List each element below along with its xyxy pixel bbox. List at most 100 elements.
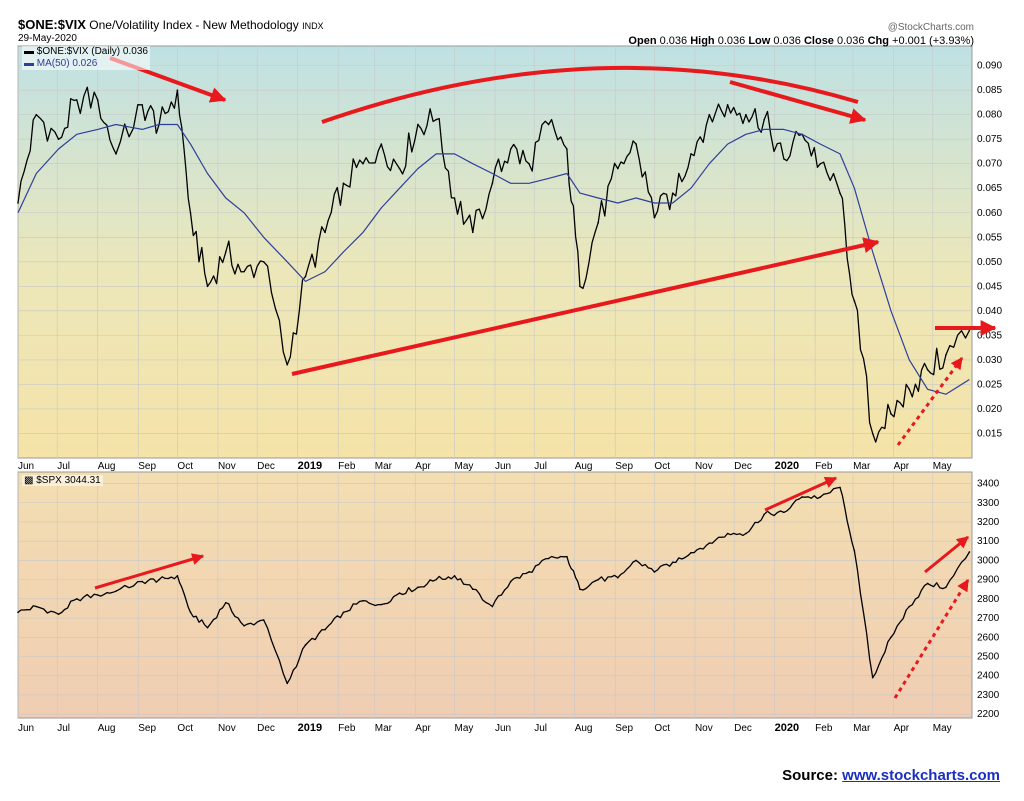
vix-x-tick-label: Apr	[415, 461, 431, 472]
spx-data-point	[262, 619, 265, 621]
spx-y-tick-label: 2500	[977, 652, 1000, 663]
vix-data-point	[745, 113, 747, 116]
vix-y-tick-label: 0.090	[977, 61, 1002, 72]
brand-label: @StockCharts.com	[887, 22, 974, 33]
panel2-legend: ▩ $SPX 3044.31	[22, 475, 103, 486]
spx-x-tick-label: May	[933, 723, 952, 734]
spx-data-point	[243, 624, 245, 627]
spx-data-point	[801, 496, 803, 498]
spx-x-tick-label: Aug	[575, 723, 593, 734]
spx-data-point	[617, 576, 619, 579]
spx-data-point	[417, 586, 419, 589]
spx-data-point	[304, 644, 307, 646]
spx-data-point	[189, 611, 192, 614]
spx-data-point	[324, 628, 326, 631]
spx-x-tick-label: May	[454, 723, 473, 734]
vix-data-point	[362, 162, 364, 165]
spx-y-tick-label: 2300	[977, 690, 1000, 701]
spx-x-tick-label: Dec	[734, 723, 752, 734]
vix-data-point	[763, 118, 766, 121]
source-link[interactable]: www.stockcharts.com	[842, 767, 1000, 784]
spx-data-point	[398, 592, 401, 594]
vix-data-point	[566, 148, 568, 150]
spx-x-tick-label: Jul	[57, 723, 70, 734]
low-label: Low	[748, 35, 771, 47]
vix-x-tick-label: Sep	[138, 461, 156, 472]
panel1-x-tick-labels: Jun Jul Aug Sep Oct Nov Dec 2019 Feb Mar Apr May Jun…	[18, 460, 952, 472]
vix-x-tick-label: Jul	[57, 461, 70, 472]
spx-y-tick-label: 2700	[977, 613, 1000, 624]
spx-x-tick-label: Nov	[218, 723, 236, 734]
panel2-series	[17, 486, 971, 685]
spx-data-point	[839, 486, 841, 489]
vix-data-point	[783, 158, 785, 160]
spx-data-point	[509, 580, 512, 583]
spx-data-point	[76, 598, 78, 600]
spx-x-tick-label: Feb	[338, 723, 356, 734]
spx-x-tick-label: Jun	[495, 723, 511, 734]
vix-data-point	[579, 285, 581, 288]
source-footer: Source: www.stockcharts.com	[782, 767, 1000, 784]
vix-x-tick-label: Dec	[257, 461, 275, 472]
spx-price-line	[17, 486, 970, 685]
vix-data-point	[528, 162, 530, 165]
vix-x-tick-label: May	[454, 461, 473, 472]
spx-data-point	[726, 532, 729, 535]
vix-y-tick-label: 0.080	[977, 110, 1002, 121]
vix-data-point	[398, 167, 401, 170]
spx-data-point	[453, 574, 456, 577]
open-label: Open	[628, 35, 657, 47]
chart-date: 29-May-2020	[18, 33, 77, 44]
spx-data-point	[745, 532, 747, 535]
vix-data-point	[380, 143, 383, 145]
spx-x-tick-label: Sep	[615, 723, 633, 734]
annotation-arrow-spx-2020	[764, 476, 838, 512]
spx-data-point	[671, 561, 674, 564]
spx-y-tick-label: 2900	[977, 575, 1000, 586]
vix-x-tick-label: Oct	[654, 461, 670, 472]
vix-y-tick-label: 0.065	[977, 183, 1002, 194]
spx-data-point	[579, 588, 581, 591]
spx-x-tick-label: 2019	[298, 722, 322, 734]
panel2-grid	[17, 472, 972, 718]
vix-y-tick-label: 0.015	[977, 428, 1002, 439]
vix-data-point	[262, 261, 265, 263]
chg-value: +0.001 (+3.93%)	[892, 35, 974, 47]
vix-data-point	[491, 182, 494, 185]
spx-x-tick-label: 2020	[775, 722, 799, 734]
source-label: Source:	[782, 767, 838, 784]
vix-x-tick-label: Mar	[853, 461, 871, 472]
vix-y-tick-label: 0.070	[977, 159, 1002, 170]
vix-x-tick-label: Nov	[695, 461, 713, 472]
vix-x-tick-label: 2019	[298, 460, 322, 472]
ohlc-readout: Open 0.036 High 0.036 Low 0.036 Close 0.…	[628, 35, 974, 47]
spx-data-point	[566, 555, 568, 558]
vix-data-point	[617, 167, 619, 170]
vix-y-tick-label: 0.085	[977, 85, 1002, 96]
vix-data-point	[726, 104, 729, 106]
spx-y-tick-label: 3100	[977, 536, 1000, 547]
chart-symbol: $ONE:$VIX	[18, 17, 86, 32]
spx-data-point	[342, 611, 345, 614]
vix-data-point	[435, 118, 437, 121]
vix-data-point	[206, 285, 209, 288]
trend-annotations	[94, 56, 997, 699]
vix-data-point	[35, 113, 38, 116]
vix-data-point	[417, 123, 419, 126]
vix-data-point	[243, 270, 245, 273]
annotation-arrow-spx-2018	[94, 553, 205, 590]
close-value: 0.036	[837, 35, 865, 47]
spx-data-point	[96, 594, 99, 596]
chg-label: Chg	[867, 35, 889, 47]
spx-x-tick-label: Oct	[654, 723, 670, 734]
vix-data-point	[871, 432, 874, 435]
legend-vix-label: $ONE:$VIX (Daily) 0.036	[36, 46, 148, 57]
vix-x-tick-label: Sep	[615, 461, 633, 472]
spx-x-tick-label: Jun	[18, 723, 34, 734]
vix-data-point	[176, 89, 179, 91]
vix-y-tick-label: 0.060	[977, 208, 1002, 219]
vix-x-tick-label: Aug	[575, 461, 593, 472]
vix-data-point	[597, 221, 600, 224]
spx-x-tick-label: Apr	[894, 723, 910, 734]
